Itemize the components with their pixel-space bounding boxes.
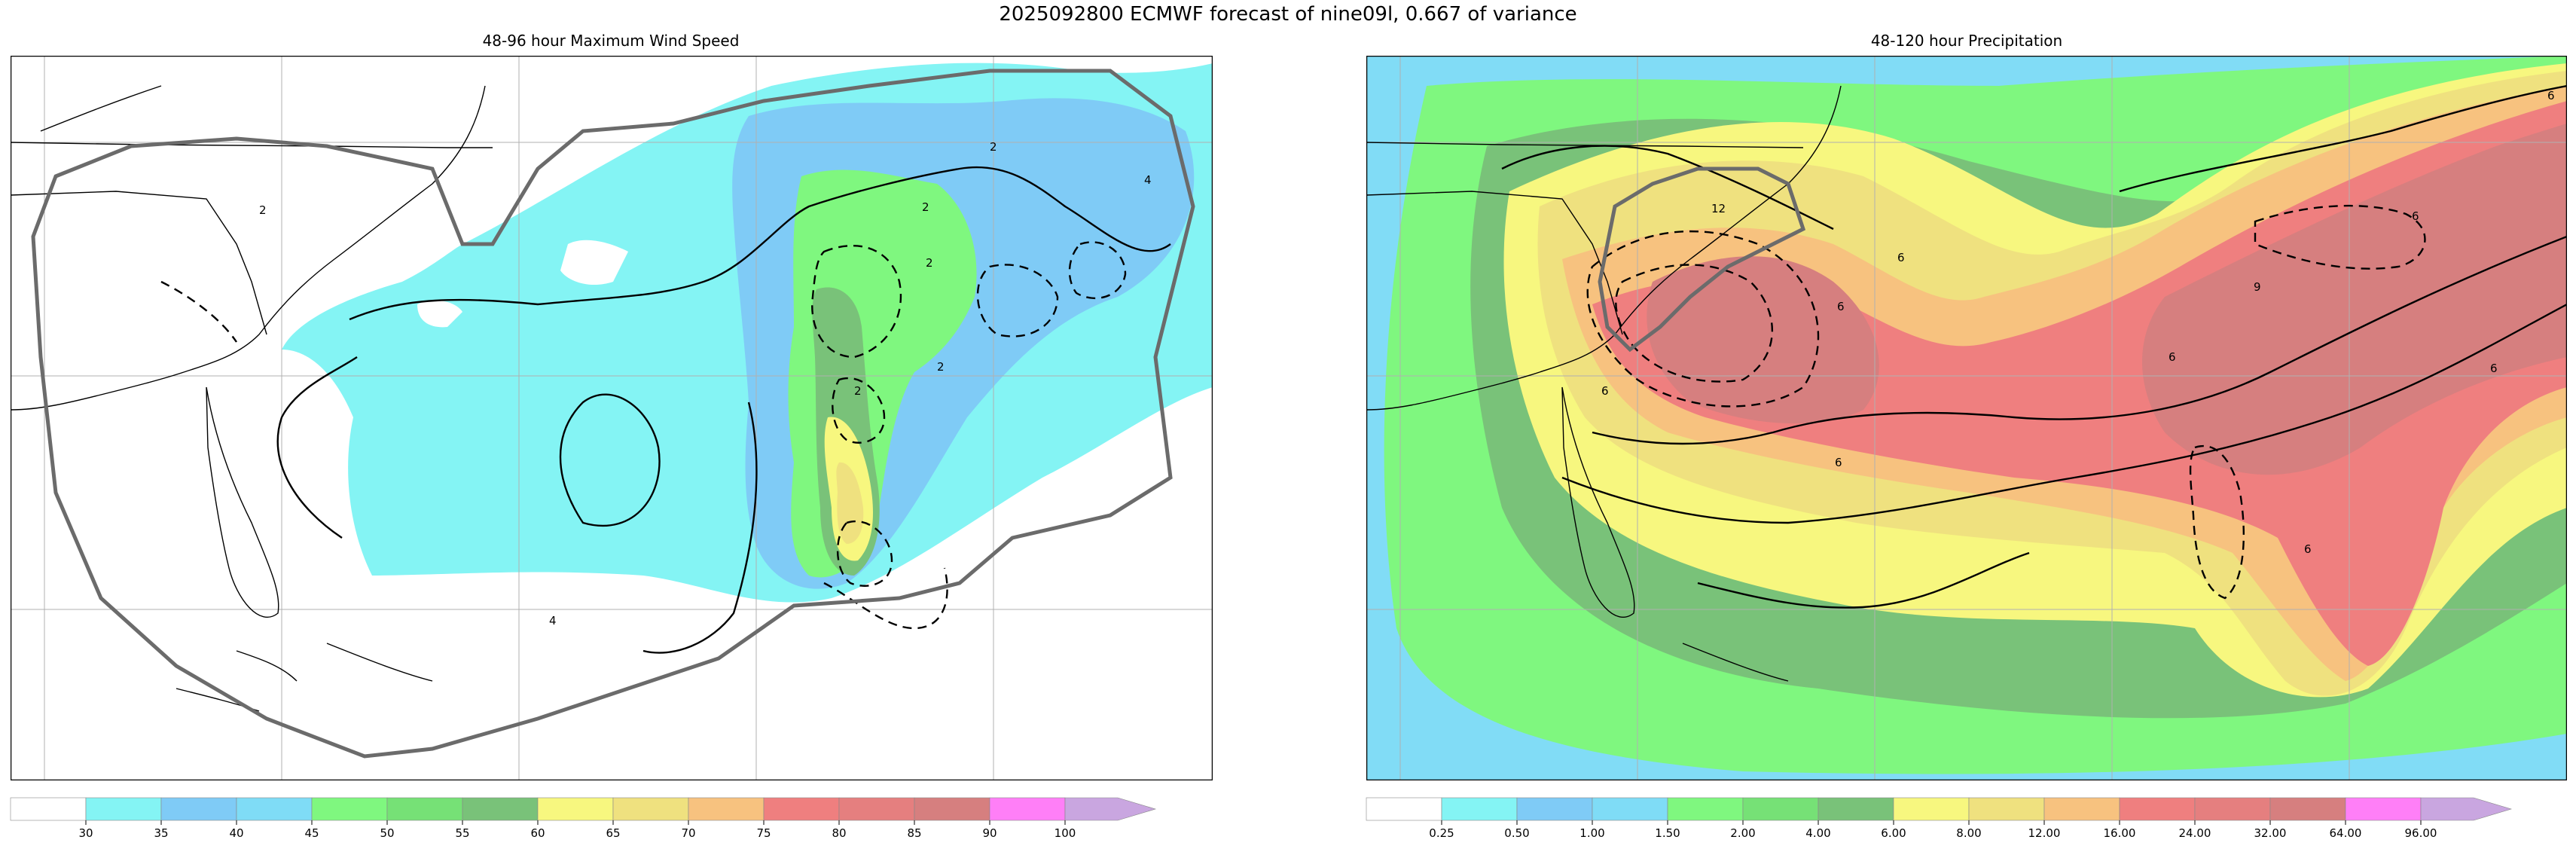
- colorbar-tick-label: 0.50: [1504, 826, 1529, 840]
- colorbar-tick-label: 40: [229, 826, 243, 840]
- coastlines: [11, 85, 493, 712]
- colorbar-swatch: [85, 797, 162, 821]
- colorbar-swatch: [537, 797, 614, 821]
- colorbar-tick-label: 45: [304, 826, 319, 840]
- colorbar-swatch: [838, 797, 915, 821]
- colorbar-swatch: [688, 797, 765, 821]
- contour-label: 2: [926, 256, 933, 270]
- colorbar-tick-label: 50: [380, 826, 394, 840]
- graticule: [11, 56, 1213, 780]
- colorbar-swatch: [1366, 797, 1442, 821]
- contour-label: 6: [1601, 384, 1609, 398]
- coastlines: [1366, 85, 1842, 682]
- wind-speed-map: 2 2 4 2 2 2 2 4: [11, 56, 1213, 780]
- contour-label: 6: [1837, 300, 1845, 313]
- colorbar-swatch: [386, 797, 463, 821]
- colorbar-swatch: [2345, 797, 2422, 821]
- solid-contours: [276, 166, 1171, 654]
- colorbar-swatch: [914, 797, 990, 821]
- colorbar-tick-label: 96.00: [2405, 826, 2437, 840]
- colorbar-tick-label: 16.00: [2104, 826, 2136, 840]
- colorbar-swatch: [236, 797, 313, 821]
- colorbar-swatch: [2043, 797, 2120, 821]
- colorbar-tick-label: 1.50: [1655, 826, 1680, 840]
- colorbar-tick-label: 90: [982, 826, 997, 840]
- contour-label: 6: [2169, 350, 2176, 364]
- colorbar-tick-label: 75: [756, 826, 771, 840]
- contour-label: 6: [2304, 542, 2312, 556]
- contour-label: 2: [854, 384, 862, 398]
- colorbar-tick-label: 55: [455, 826, 469, 840]
- ensemble-envelope: [1598, 166, 1806, 353]
- contour-labels: 6 12 6 6 6 6 6 9 6 6 6: [1601, 89, 2555, 556]
- precipitation-map: 6 12 6 6 6 6 6 9 6 6 6: [1366, 56, 2567, 780]
- colorbar-tick-label: 32.00: [2254, 826, 2287, 840]
- solid-contours: [1501, 84, 2567, 609]
- colorbar-tick-label: 0.25: [1429, 826, 1454, 840]
- contour-label: 2: [259, 203, 267, 217]
- colorbar-swatch: [1592, 797, 1668, 821]
- colorbar-swatch: [1441, 797, 1518, 821]
- colorbar-tick-label: 24.00: [2179, 826, 2211, 840]
- precipitation-fill: [1366, 56, 2567, 780]
- colorbar-swatch: [1742, 797, 1819, 821]
- colorbar-swatch: [1968, 797, 2045, 821]
- colorbar-tick-label: 85: [907, 826, 921, 840]
- wind-colorbar: 30 35 40 45 50 55 60 65 70 75 80 85 90 100: [10, 797, 1157, 840]
- colorbar-swatch: [1064, 797, 1157, 821]
- colorbar-tick-label: 1.00: [1579, 826, 1604, 840]
- dashed-contours: [1586, 204, 2426, 600]
- colorbar-tick-label: 8.00: [1956, 826, 1981, 840]
- colorbar-swatch: [2420, 797, 2513, 821]
- colorbar-tick-label: 4.00: [1805, 826, 1830, 840]
- colorbar-swatch: [462, 797, 539, 821]
- colorbar-swatch: [1516, 797, 1593, 821]
- colorbar-swatch: [160, 797, 237, 821]
- contour-label: 4: [549, 614, 557, 628]
- figure-title: 2025092800 ECMWF forecast of nine09l, 0.…: [999, 3, 1577, 26]
- colorbar-swatch: [1667, 797, 1744, 821]
- contour-label: 6: [1897, 251, 1905, 264]
- colorbar-swatch: [2119, 797, 2196, 821]
- colorbar-tick-label: 100: [1055, 826, 1076, 840]
- wind-swath-fill: [282, 63, 1213, 603]
- colorbar-tick-label: 30: [78, 826, 93, 840]
- contour-label: 12: [1711, 202, 1726, 215]
- precip-panel-title: 48-120 hour Precipitation: [1870, 32, 2063, 50]
- contour-labels: 2 2 4 2 2 2 2 4: [259, 140, 1152, 628]
- contour-label: 2: [937, 360, 945, 374]
- contour-label: 9: [2254, 280, 2261, 294]
- colorbar-tick-label: 12.00: [2028, 826, 2061, 840]
- colorbar-swatch: [989, 797, 1066, 821]
- colorbar-tick-label: 35: [154, 826, 168, 840]
- wind-panel-title: 48-96 hour Maximum Wind Speed: [482, 32, 740, 50]
- colorbar-swatch: [2269, 797, 2346, 821]
- colorbar-tick-label: 80: [832, 826, 846, 840]
- contour-label: 6: [2490, 362, 2498, 375]
- dashed-contours: [160, 241, 1127, 630]
- contour-label: 2: [990, 140, 997, 154]
- colorbar-swatch: [612, 797, 689, 821]
- colorbar-swatch: [10, 797, 87, 821]
- colorbar-tick-label: 65: [606, 826, 620, 840]
- contour-label: 4: [1144, 173, 1152, 187]
- colorbar-tick-label: 6.00: [1881, 826, 1906, 840]
- contour-label: 2: [922, 200, 929, 214]
- colorbar-tick-label: 60: [530, 826, 545, 840]
- colorbar-tick-label: 2.00: [1730, 826, 1755, 840]
- contour-label: 6: [1835, 456, 1842, 469]
- ensemble-envelope: [31, 69, 1195, 759]
- colorbar-swatch: [1818, 797, 1894, 821]
- colorbar-tick-label: 64.00: [2330, 826, 2362, 840]
- contour-label: 6: [2547, 89, 2555, 102]
- colorbar-tick-label: 70: [681, 826, 695, 840]
- graticule: [1366, 56, 2567, 780]
- colorbar-swatch: [1893, 797, 1970, 821]
- precip-colorbar: 0.25 0.50 1.00 1.50 2.00 4.00 6.00 8.00 12.00 16.…: [1366, 797, 2513, 840]
- contour-label: 6: [2412, 209, 2419, 223]
- colorbar-swatch: [763, 797, 840, 821]
- colorbar-swatch: [311, 797, 388, 821]
- colorbar-swatch: [2194, 797, 2271, 821]
